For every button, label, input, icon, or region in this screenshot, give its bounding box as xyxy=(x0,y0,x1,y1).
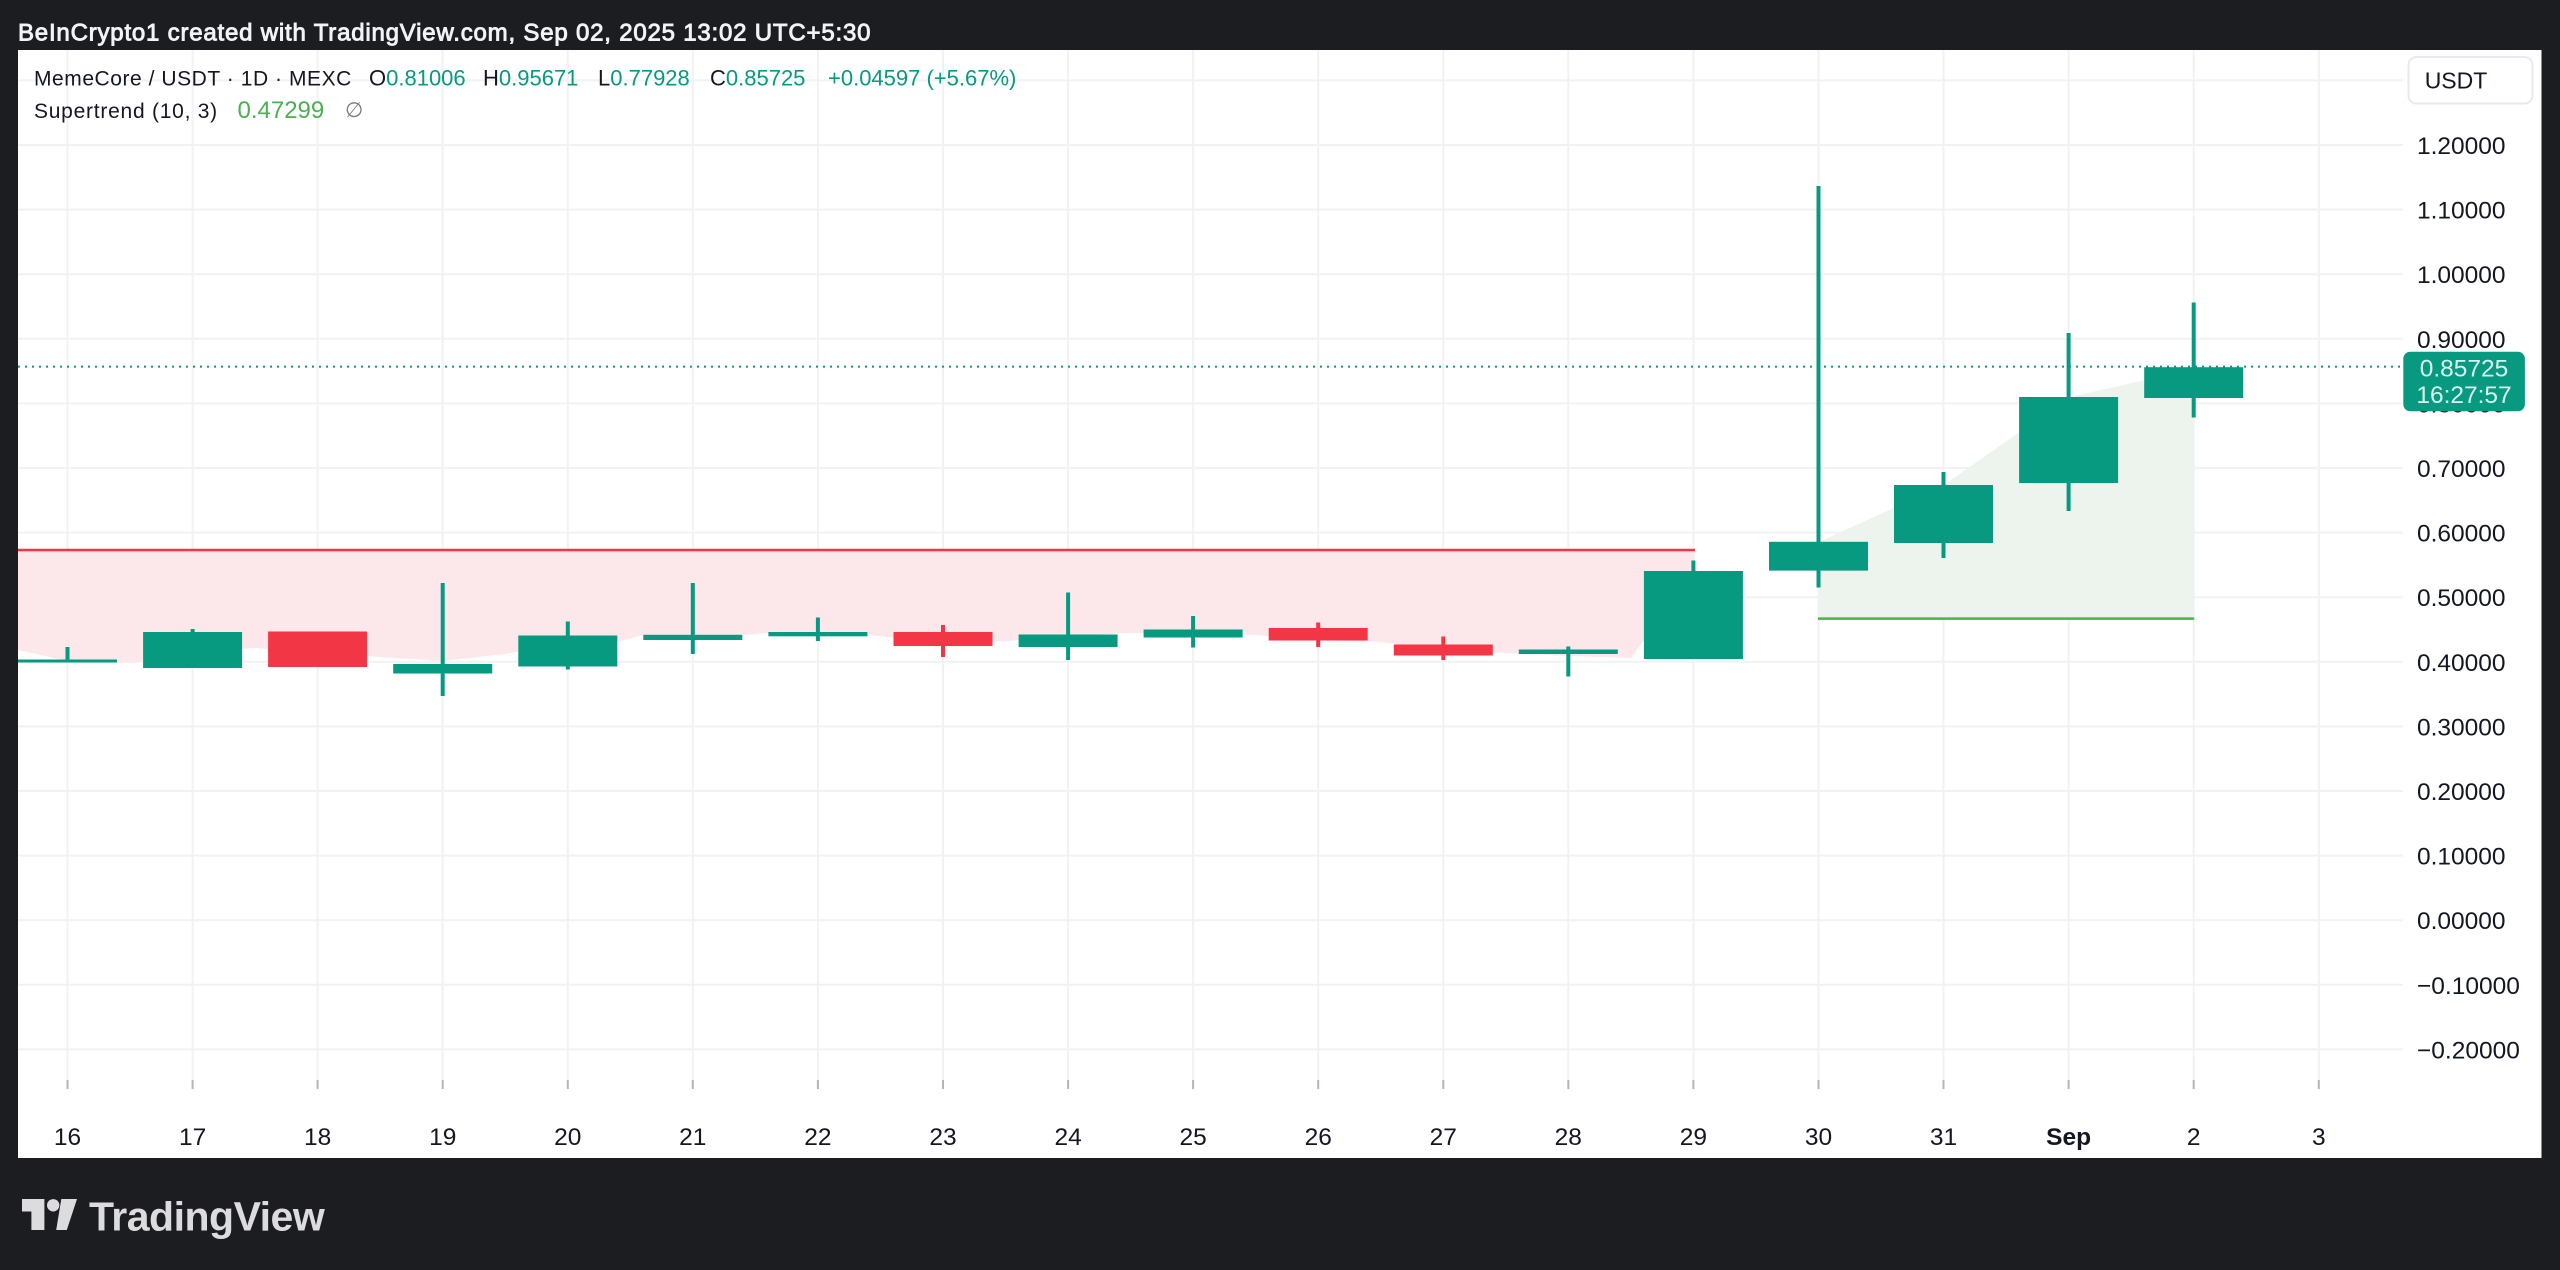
svg-text:−0.20000: −0.20000 xyxy=(2417,1037,2520,1064)
svg-text:+0.04597 (+5.67%): +0.04597 (+5.67%) xyxy=(828,66,1016,91)
svg-text:O0.81006: O0.81006 xyxy=(369,66,466,91)
svg-text:26: 26 xyxy=(1305,1124,1332,1151)
svg-text:Sep: Sep xyxy=(2046,1124,2091,1151)
svg-text:0.85725: 0.85725 xyxy=(2420,355,2509,382)
svg-text:3: 3 xyxy=(2312,1124,2326,1151)
svg-text:16:27:57: 16:27:57 xyxy=(2416,382,2511,409)
svg-text:0.47299: 0.47299 xyxy=(238,97,325,124)
svg-text:TradingView: TradingView xyxy=(89,1194,325,1240)
svg-text:0.90000: 0.90000 xyxy=(2417,327,2506,354)
svg-text:USDT: USDT xyxy=(2425,68,2488,94)
svg-text:23: 23 xyxy=(929,1124,956,1151)
svg-text:30: 30 xyxy=(1805,1124,1832,1151)
svg-text:29: 29 xyxy=(1680,1124,1707,1151)
svg-text:0.30000: 0.30000 xyxy=(2417,714,2506,741)
svg-text:1.20000: 1.20000 xyxy=(2417,133,2506,160)
svg-text:19: 19 xyxy=(429,1124,456,1151)
svg-text:0.00000: 0.00000 xyxy=(2417,908,2506,935)
svg-text:∅: ∅ xyxy=(345,99,363,122)
svg-text:BeInCrypto1 created with Tradi: BeInCrypto1 created with TradingView.com… xyxy=(18,20,871,47)
svg-text:20: 20 xyxy=(554,1124,581,1151)
svg-text:24: 24 xyxy=(1054,1124,1081,1151)
svg-text:MemeCore / USDT · 1D · MEXC: MemeCore / USDT · 1D · MEXC xyxy=(34,68,352,91)
svg-text:1.10000: 1.10000 xyxy=(2417,198,2506,225)
svg-text:17: 17 xyxy=(179,1124,206,1151)
svg-text:28: 28 xyxy=(1555,1124,1582,1151)
svg-text:Supertrend (10, 3): Supertrend (10, 3) xyxy=(34,100,218,123)
svg-text:0.50000: 0.50000 xyxy=(2417,585,2506,612)
svg-text:27: 27 xyxy=(1430,1124,1457,1151)
svg-text:31: 31 xyxy=(1930,1124,1957,1151)
svg-text:0.70000: 0.70000 xyxy=(2417,456,2506,483)
svg-text:1.00000: 1.00000 xyxy=(2417,262,2506,289)
svg-text:0.20000: 0.20000 xyxy=(2417,779,2506,806)
svg-text:2: 2 xyxy=(2187,1124,2201,1151)
svg-text:L0.77928: L0.77928 xyxy=(598,66,690,91)
svg-text:21: 21 xyxy=(679,1124,706,1151)
svg-text:18: 18 xyxy=(304,1124,331,1151)
svg-text:22: 22 xyxy=(804,1124,831,1151)
svg-text:0.40000: 0.40000 xyxy=(2417,650,2506,677)
svg-text:25: 25 xyxy=(1179,1124,1206,1151)
svg-text:0.60000: 0.60000 xyxy=(2417,521,2506,548)
svg-text:−0.10000: −0.10000 xyxy=(2417,973,2520,1000)
svg-text:16: 16 xyxy=(54,1124,81,1151)
svg-text:H0.95671: H0.95671 xyxy=(483,66,578,91)
svg-text:0.10000: 0.10000 xyxy=(2417,844,2506,871)
svg-text:C0.85725: C0.85725 xyxy=(710,66,805,91)
